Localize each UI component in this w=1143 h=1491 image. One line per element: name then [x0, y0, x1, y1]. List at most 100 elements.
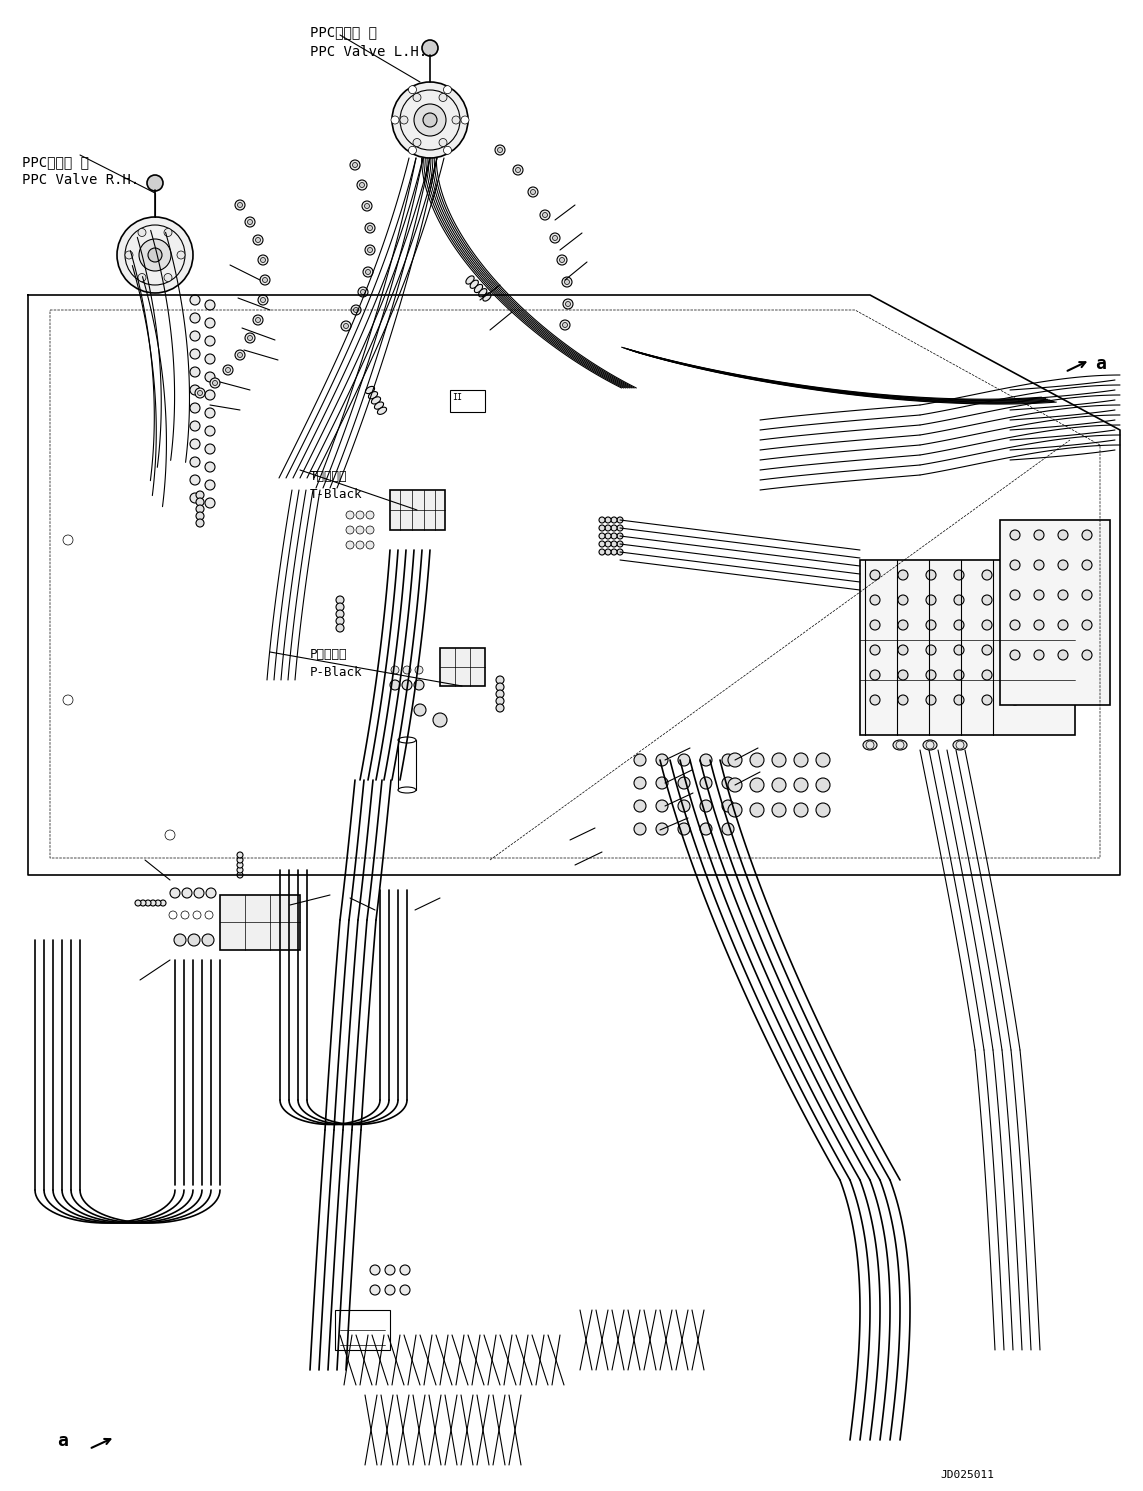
Circle shape [496, 704, 504, 713]
Circle shape [461, 116, 469, 124]
Circle shape [365, 245, 375, 255]
Circle shape [617, 517, 623, 523]
Circle shape [1010, 695, 1020, 705]
Circle shape [403, 666, 411, 674]
Circle shape [496, 675, 504, 684]
Circle shape [612, 541, 617, 547]
Circle shape [1082, 529, 1092, 540]
Circle shape [205, 498, 215, 508]
Circle shape [612, 517, 617, 523]
Text: a: a [1095, 355, 1106, 373]
Circle shape [385, 1264, 395, 1275]
Circle shape [605, 525, 612, 531]
Circle shape [954, 695, 964, 705]
Circle shape [248, 335, 253, 340]
Circle shape [205, 462, 215, 473]
Circle shape [612, 532, 617, 540]
Circle shape [1010, 570, 1020, 580]
Ellipse shape [366, 386, 375, 394]
Bar [398, 740, 416, 790]
Circle shape [190, 313, 200, 324]
Bar [440, 649, 485, 686]
Circle shape [190, 331, 200, 341]
Circle shape [205, 480, 215, 491]
Circle shape [617, 549, 623, 555]
Circle shape [870, 669, 880, 680]
Circle shape [363, 267, 373, 277]
Circle shape [402, 680, 411, 690]
Circle shape [237, 866, 243, 874]
Circle shape [605, 549, 612, 555]
Circle shape [190, 494, 200, 502]
Circle shape [954, 595, 964, 605]
Circle shape [1010, 646, 1020, 655]
Circle shape [926, 695, 936, 705]
Circle shape [368, 225, 373, 231]
Circle shape [263, 277, 267, 282]
Circle shape [898, 570, 908, 580]
Text: PPCバルブ 左: PPCバルブ 左 [310, 25, 377, 39]
Circle shape [205, 426, 215, 435]
Circle shape [605, 517, 612, 523]
Circle shape [722, 777, 734, 789]
Circle shape [163, 228, 171, 237]
Circle shape [423, 113, 437, 127]
Circle shape [870, 620, 880, 631]
Circle shape [605, 541, 612, 547]
Circle shape [617, 525, 623, 531]
Circle shape [926, 570, 936, 580]
Circle shape [497, 148, 503, 152]
Circle shape [451, 116, 459, 124]
Circle shape [346, 541, 354, 549]
Circle shape [794, 753, 808, 766]
Circle shape [370, 1285, 379, 1296]
Circle shape [816, 804, 830, 817]
Bar [860, 561, 1076, 735]
Circle shape [125, 250, 133, 259]
Circle shape [565, 279, 569, 285]
Circle shape [205, 300, 215, 310]
Circle shape [794, 804, 808, 817]
Text: PPC Valve R.H.: PPC Valve R.H. [22, 173, 139, 186]
Circle shape [390, 680, 400, 690]
Circle shape [728, 804, 742, 817]
Circle shape [190, 403, 200, 413]
Ellipse shape [474, 285, 482, 292]
Circle shape [205, 318, 215, 328]
Bar [390, 491, 445, 529]
Ellipse shape [368, 392, 377, 398]
Circle shape [385, 1285, 395, 1296]
Circle shape [353, 307, 359, 313]
Circle shape [700, 777, 712, 789]
Circle shape [772, 753, 786, 766]
Circle shape [205, 409, 215, 417]
Circle shape [355, 526, 363, 534]
Circle shape [205, 353, 215, 364]
Circle shape [357, 180, 367, 189]
Circle shape [816, 753, 830, 766]
Circle shape [898, 620, 908, 631]
Ellipse shape [398, 787, 416, 793]
Text: Tブロック: Tブロック [310, 470, 347, 483]
Circle shape [358, 286, 368, 297]
Circle shape [656, 823, 668, 835]
Circle shape [223, 365, 233, 376]
Circle shape [194, 889, 203, 898]
Circle shape [177, 250, 185, 259]
Circle shape [1034, 650, 1044, 661]
Circle shape [205, 371, 215, 382]
Circle shape [898, 646, 908, 655]
Circle shape [926, 646, 936, 655]
Text: II: II [451, 394, 462, 403]
Circle shape [195, 491, 203, 499]
Circle shape [562, 322, 568, 328]
Circle shape [195, 505, 203, 513]
Circle shape [926, 620, 936, 631]
Circle shape [135, 901, 141, 907]
Circle shape [513, 166, 523, 174]
Circle shape [728, 778, 742, 792]
Circle shape [392, 82, 467, 158]
Circle shape [248, 219, 253, 225]
Text: PPC Valve L.H.: PPC Valve L.H. [310, 45, 427, 60]
Circle shape [898, 595, 908, 605]
